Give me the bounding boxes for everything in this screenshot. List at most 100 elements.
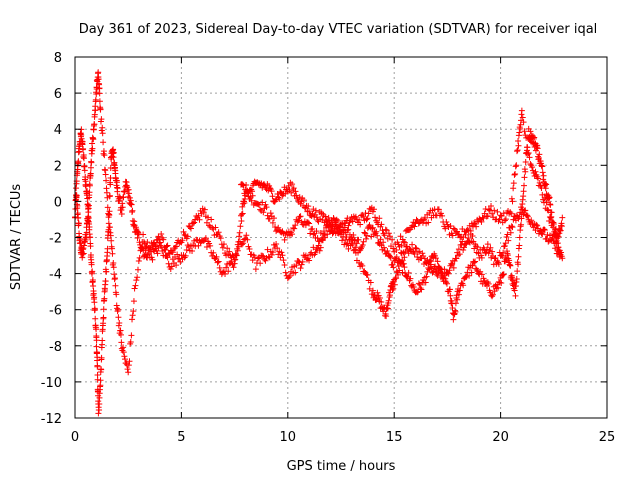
data-point — [484, 213, 491, 220]
data-point — [393, 268, 400, 275]
data-point — [345, 226, 352, 233]
data-point — [93, 337, 100, 344]
data-point — [279, 252, 286, 259]
data-point — [552, 226, 559, 233]
data-point — [112, 282, 119, 289]
data-point — [536, 151, 543, 158]
data-point — [433, 271, 440, 278]
data-point — [415, 280, 422, 287]
data-point — [270, 215, 277, 222]
data-point — [357, 221, 364, 228]
data-point — [116, 320, 123, 327]
data-point — [445, 270, 452, 277]
data-point — [538, 230, 545, 237]
data-point — [344, 215, 351, 222]
data-point — [500, 249, 507, 256]
data-point — [515, 142, 522, 149]
data-point — [102, 171, 109, 178]
data-point — [118, 210, 125, 217]
data-point — [378, 221, 385, 228]
axis-ticks — [74, 56, 608, 419]
data-point — [466, 272, 473, 279]
data-point — [500, 271, 507, 278]
data-point — [471, 259, 478, 266]
data-point — [160, 236, 167, 243]
data-point — [442, 225, 449, 232]
data-point — [92, 96, 99, 103]
data-point — [557, 251, 564, 258]
data-point — [512, 292, 519, 299]
data-point — [499, 253, 506, 260]
data-point — [243, 181, 250, 188]
data-point — [389, 261, 396, 268]
data-point — [460, 244, 467, 251]
data-point — [486, 247, 493, 254]
data-point — [278, 249, 285, 256]
data-point — [397, 233, 404, 240]
data-point — [259, 252, 266, 259]
data-point — [163, 243, 170, 250]
data-point — [384, 247, 391, 254]
data-point — [89, 277, 96, 284]
data-point — [144, 239, 151, 246]
data-point — [241, 190, 248, 197]
data-point — [343, 234, 350, 241]
data-point — [558, 223, 565, 230]
data-point — [260, 209, 267, 216]
data-point — [395, 271, 402, 278]
data-point — [100, 139, 107, 146]
data-point — [104, 194, 111, 201]
data-point — [227, 260, 234, 267]
data-point — [413, 245, 420, 252]
data-point — [88, 261, 95, 268]
data-point — [98, 354, 105, 361]
data-point — [223, 264, 230, 271]
data-point — [509, 198, 516, 205]
data-point — [96, 90, 103, 97]
data-point — [138, 245, 145, 252]
data-point — [373, 295, 380, 302]
data-point — [364, 271, 371, 278]
data-point — [474, 244, 481, 251]
data-point — [83, 229, 90, 236]
data-point — [293, 192, 300, 199]
data-point — [345, 245, 352, 252]
data-point — [325, 214, 332, 221]
data-point — [502, 240, 509, 247]
data-point — [292, 188, 299, 195]
data-point — [234, 247, 241, 254]
data-point — [363, 232, 370, 239]
data-point — [410, 284, 417, 291]
data-point — [125, 362, 132, 369]
data-point — [87, 170, 94, 177]
data-point — [268, 251, 275, 258]
data-point — [383, 313, 390, 320]
data-point — [305, 219, 312, 226]
data-point — [423, 273, 430, 280]
data-point — [439, 271, 446, 278]
data-point — [452, 308, 459, 315]
data-point — [434, 272, 441, 279]
y-tick-label: -12 — [41, 412, 62, 427]
data-point — [195, 242, 202, 249]
data-point — [552, 245, 559, 252]
data-point — [80, 145, 87, 152]
data-point — [163, 252, 170, 259]
data-point — [102, 286, 109, 293]
data-point — [510, 180, 517, 187]
data-point — [314, 217, 321, 224]
data-point — [239, 210, 246, 217]
data-point — [531, 134, 538, 141]
data-point — [128, 332, 135, 339]
data-point — [500, 271, 507, 278]
data-point — [545, 207, 552, 214]
data-point — [92, 107, 99, 114]
data-point — [541, 194, 548, 201]
data-point — [79, 251, 86, 258]
data-point — [127, 339, 134, 346]
data-point — [305, 203, 312, 210]
data-point — [510, 216, 517, 223]
data-point — [352, 244, 359, 251]
data-point — [149, 256, 156, 263]
data-point — [469, 233, 476, 240]
